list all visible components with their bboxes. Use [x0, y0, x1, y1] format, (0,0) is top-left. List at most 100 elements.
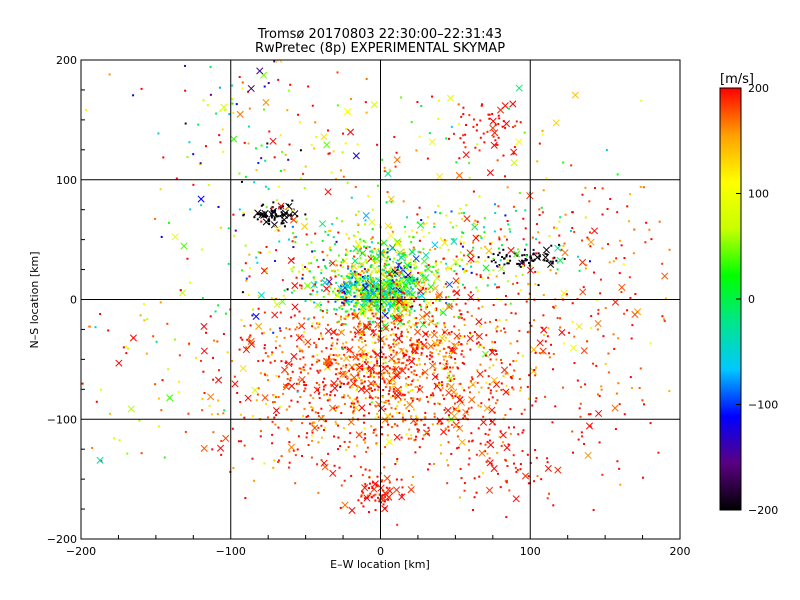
scatter-point: [391, 291, 394, 294]
scatter-point: [639, 185, 642, 188]
scatter-point: [578, 407, 581, 410]
scatter-point: [429, 354, 432, 357]
scatter-point: [400, 436, 403, 439]
scatter-point: [320, 350, 323, 353]
scatter-point: [408, 324, 411, 327]
scatter-point: [457, 123, 460, 126]
scatter-point: [472, 226, 475, 229]
scatter-point: [371, 312, 374, 315]
scatter-point: [454, 424, 457, 427]
scatter-point: [529, 462, 532, 465]
scatter-point: [267, 82, 270, 85]
scatter-point: [428, 396, 431, 399]
scatter-point: [627, 220, 630, 223]
scatter-point: [400, 293, 403, 296]
scatter-point-cross: [380, 239, 388, 247]
scatter-point: [378, 500, 381, 503]
scatter-point: [402, 394, 405, 397]
scatter-point: [454, 357, 457, 360]
scatter-point: [231, 84, 234, 87]
scatter-point: [389, 346, 392, 349]
scatter-point: [466, 311, 469, 314]
scatter-point: [355, 306, 358, 309]
scatter-point-cross: [456, 396, 464, 404]
scatter-point: [415, 149, 418, 152]
scatter-point: [340, 396, 343, 399]
scatter-point: [393, 295, 396, 298]
scatter-point: [384, 507, 387, 510]
scatter-point-cross: [361, 284, 369, 292]
scatter-point: [490, 241, 493, 244]
scatter-point: [358, 248, 361, 251]
scatter-point-cross: [430, 331, 439, 339]
scatter-point: [487, 276, 490, 279]
scatter-point: [125, 345, 128, 348]
scatter-point: [512, 388, 515, 391]
scatter-point: [411, 279, 414, 282]
scatter-point: [522, 238, 525, 241]
scatter-point: [534, 449, 537, 452]
scatter-point: [308, 270, 311, 273]
scatter-point: [436, 322, 439, 325]
scatter-point: [490, 260, 493, 263]
scatter-point: [615, 257, 618, 260]
scatter-point-cross: [526, 192, 534, 200]
scatter-point: [210, 413, 213, 416]
scatter-point: [297, 113, 300, 116]
scatter-point: [350, 265, 353, 268]
scatter-point: [427, 468, 430, 471]
scatter-point: [369, 309, 372, 312]
scatter-point: [427, 264, 430, 267]
scatter-point: [398, 411, 401, 414]
scatter-point: [542, 189, 545, 192]
scatter-point: [348, 440, 351, 443]
scatter-point: [418, 446, 421, 449]
scatter-point: [325, 347, 328, 350]
colorbar-tick-label: 200: [748, 82, 769, 95]
scatter-point: [481, 103, 484, 106]
scatter-point: [339, 386, 342, 389]
scatter-point: [364, 358, 367, 361]
scatter-point: [507, 426, 510, 429]
scatter-point: [232, 213, 235, 216]
scatter-point: [403, 292, 406, 295]
scatter-point: [400, 367, 403, 370]
scatter-point: [370, 255, 373, 258]
scatter-point: [586, 340, 589, 343]
scatter-point: [293, 289, 296, 292]
scatter-point: [468, 440, 471, 443]
scatter-point: [443, 331, 446, 334]
scatter-point: [367, 299, 370, 302]
scatter-point: [320, 459, 323, 462]
scatter-point: [400, 362, 403, 365]
scatter-point: [352, 356, 355, 359]
scatter-point: [516, 469, 519, 472]
scatter-point-cross: [578, 258, 587, 266]
scatter-point: [414, 324, 417, 327]
scatter-point: [523, 408, 526, 411]
scatter-point: [350, 378, 353, 381]
scatter-point: [399, 276, 402, 279]
scatter-point: [497, 254, 500, 257]
scatter-point: [399, 399, 402, 402]
scatter-point: [184, 89, 187, 92]
scatter-point: [330, 362, 333, 365]
scatter-point: [455, 161, 458, 164]
scatter-point-cross: [396, 249, 404, 257]
scatter-point: [607, 243, 610, 246]
scatter-point: [602, 335, 605, 338]
scatter-point: [353, 331, 356, 334]
scatter-point: [445, 262, 448, 265]
scatter-point: [382, 395, 385, 398]
scatter-point: [590, 315, 593, 318]
scatter-point: [267, 187, 270, 190]
scatter-point: [506, 280, 509, 283]
scatter-point: [431, 392, 434, 395]
scatter-point: [370, 387, 373, 390]
scatter-point: [445, 296, 448, 299]
scatter-point: [393, 268, 396, 271]
scatter-point: [404, 230, 407, 233]
scatter-point: [458, 382, 461, 385]
